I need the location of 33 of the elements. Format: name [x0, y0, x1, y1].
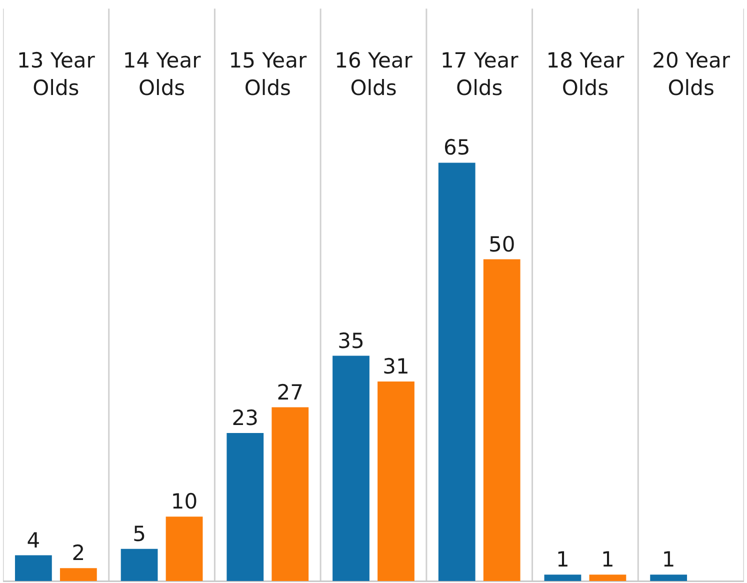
bar [60, 568, 97, 581]
bar [650, 574, 688, 581]
bar [544, 574, 582, 581]
data-label: 2 [72, 541, 86, 566]
data-label: 4 [26, 528, 40, 552]
bar [438, 162, 476, 581]
data-label: 31 [382, 354, 410, 379]
data-label: 35 [338, 328, 364, 353]
x-tick-label: 18 Year Olds [546, 48, 625, 100]
x-tick-label: 14 Year Olds [122, 48, 202, 100]
data-label: 10 [170, 490, 198, 514]
bar [332, 356, 370, 581]
x-tick-label: 15 Year Olds [228, 48, 307, 100]
bar [226, 433, 264, 581]
bar [166, 516, 203, 581]
bar [120, 548, 158, 581]
data-label: 1 [601, 548, 614, 572]
data-label: 5 [132, 522, 146, 546]
x-tick-label: 20 Year Olds [652, 48, 730, 100]
data-label: 23 [232, 406, 259, 430]
data-label: 65 [444, 136, 470, 160]
bar [378, 382, 414, 581]
x-tick-label: 16 Year Olds [334, 48, 413, 100]
bar [14, 555, 52, 581]
data-label: 50 [488, 232, 516, 256]
data-label: 1 [662, 548, 676, 572]
data-label: 1 [556, 548, 570, 572]
data-label: 27 [276, 380, 304, 404]
bar [483, 259, 520, 581]
bar [272, 407, 309, 581]
bar [589, 574, 626, 581]
x-tick-label: 13 Year Olds [17, 48, 96, 100]
x-tick-label: 17 Year Olds [440, 48, 519, 100]
